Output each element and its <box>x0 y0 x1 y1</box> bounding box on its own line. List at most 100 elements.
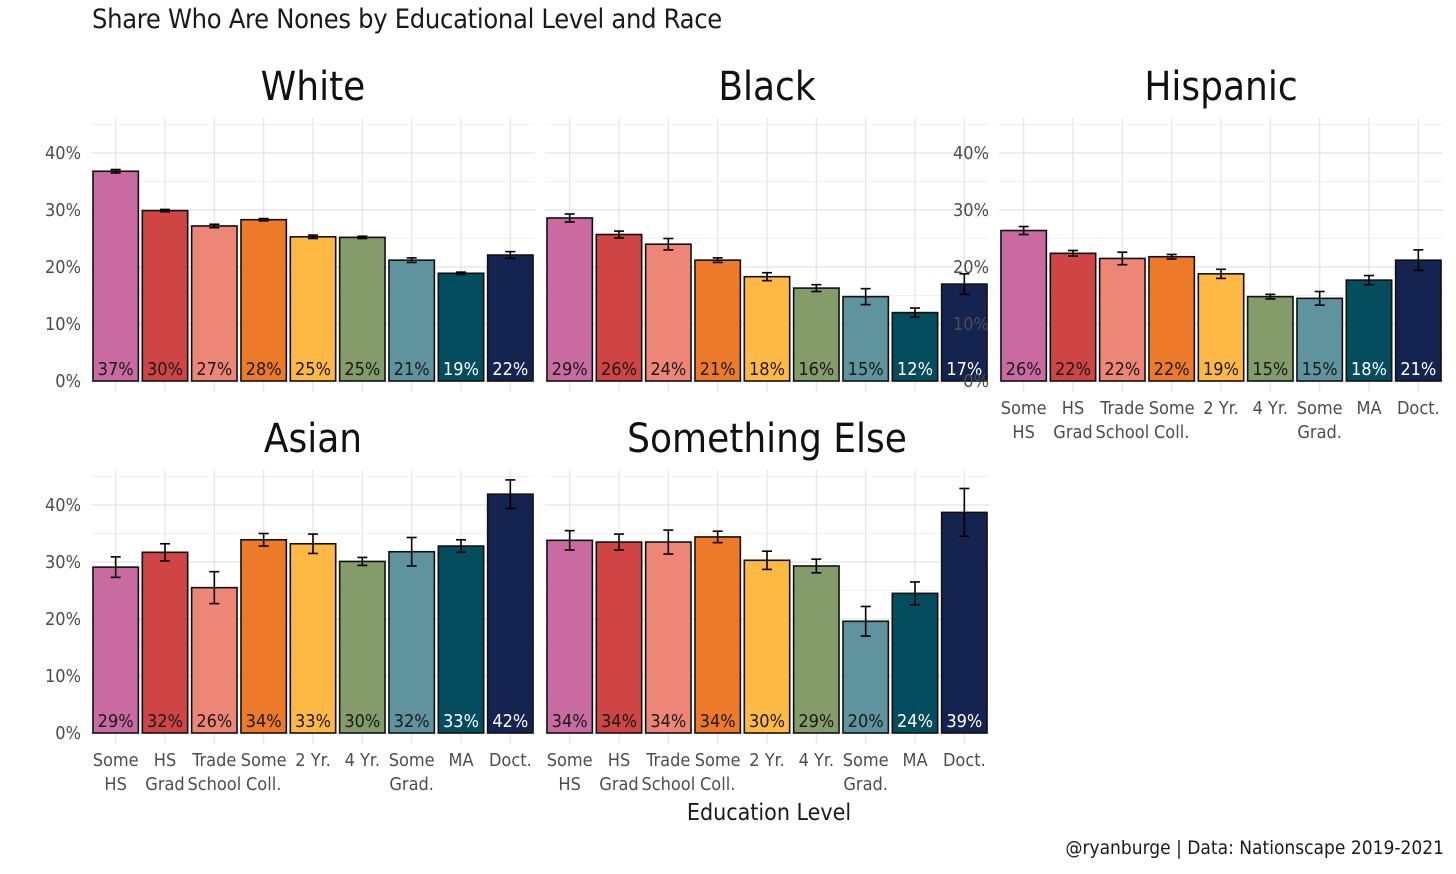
bar-value-label: 26% <box>1006 359 1042 380</box>
x-tick-label: HS Grad <box>1053 398 1092 443</box>
panel-hispanic: Hispanic 0% 10% 20% 30% 40% 26% 22% 22% 22% 19% 15%… <box>953 64 1443 443</box>
y-tick-label: 40% <box>953 143 989 164</box>
bar-value-label: 29% <box>98 711 134 732</box>
x-tick-label: Doct. <box>489 750 532 771</box>
y-tick-label: 30% <box>953 200 989 221</box>
x-tick-label: 2 Yr. <box>749 750 784 771</box>
bar-value-label: 22% <box>1104 359 1140 380</box>
y-tick-label: 0% <box>55 723 81 744</box>
bar <box>1148 255 1196 382</box>
bar <box>486 254 534 382</box>
y-tick-label: 20% <box>45 257 81 278</box>
bar <box>891 592 939 734</box>
bar <box>694 536 742 734</box>
x-tick-label: HS Grad <box>145 750 184 795</box>
x-tick-label: 2 Yr. <box>295 750 330 771</box>
bar <box>388 259 436 382</box>
bar <box>842 295 890 382</box>
x-tick-label: Trade School <box>641 750 695 795</box>
bar-value-label: 19% <box>1203 359 1239 380</box>
bar-value-label: 21% <box>700 359 736 380</box>
bar-value-label: 18% <box>1351 359 1387 380</box>
bar-value-label: 32% <box>394 711 430 732</box>
bar-value-label: 33% <box>443 711 479 732</box>
bar <box>940 511 988 734</box>
bar <box>190 225 238 382</box>
panel-black: Black 29% 26% 24% 21% 18% 16% 15% 12% 17% <box>545 64 989 392</box>
panel-asian: Asian 0% 10% 20% 30% 40% 29% 32% 26% 34% 33% 30% 32%… <box>45 416 535 795</box>
bar <box>338 560 386 734</box>
bar <box>190 586 238 734</box>
bar-value-label: 22% <box>492 359 528 380</box>
bar-value-label: 42% <box>492 711 528 732</box>
bar-value-label: 12% <box>897 359 933 380</box>
y-tick-label: 0% <box>963 371 989 392</box>
x-tick-label: 4 Yr. <box>799 750 834 771</box>
bar-value-label: 15% <box>848 359 884 380</box>
panel-title: Asian <box>264 416 362 462</box>
bar <box>141 551 189 734</box>
bar-value-label: 34% <box>601 711 637 732</box>
bar <box>240 538 288 734</box>
x-tick-label: Some HS <box>1001 398 1047 443</box>
panel-white: White 0% 10% 20% 30% 40% 37% 30% 27% 28% 25% 25% 21%… <box>45 64 535 392</box>
bar <box>1296 297 1344 382</box>
bar <box>595 233 643 382</box>
bar-value-label: 33% <box>295 711 331 732</box>
bar-value-label: 34% <box>650 711 686 732</box>
bar-value-label: 32% <box>147 711 183 732</box>
bar <box>792 287 840 382</box>
bar <box>644 541 692 734</box>
x-tick-label: Some Coll. <box>1149 398 1195 443</box>
panel-title: Black <box>718 64 816 110</box>
bar-value-label: 24% <box>897 711 933 732</box>
x-axis-title: Education Level <box>686 800 852 826</box>
x-tick-label: Some HS <box>547 750 593 795</box>
x-tick-label: Trade School <box>1095 398 1149 443</box>
x-tick-label: Doct. <box>1397 398 1440 419</box>
bar-value-label: 22% <box>1055 359 1091 380</box>
x-tick-label: Some Grad. <box>389 750 435 795</box>
bar-value-label: 34% <box>700 711 736 732</box>
bar <box>289 542 337 734</box>
y-tick-label: 20% <box>953 257 989 278</box>
bar <box>437 272 485 382</box>
x-tick-label: MA <box>1356 398 1381 419</box>
bar <box>694 259 742 382</box>
x-tick-label: Doct. <box>943 750 986 771</box>
x-tick-label: MA <box>902 750 927 771</box>
y-tick-label: 10% <box>45 314 81 335</box>
bar <box>644 243 692 382</box>
bar <box>1246 295 1294 382</box>
y-tick-label: 30% <box>45 552 81 573</box>
panel-title: Hispanic <box>1144 64 1297 110</box>
bar-value-label: 27% <box>196 359 232 380</box>
bar <box>743 559 791 734</box>
bar-value-label: 16% <box>798 359 834 380</box>
x-tick-label: Some Grad. <box>843 750 889 795</box>
y-tick-label: 10% <box>953 314 989 335</box>
bar <box>1049 252 1097 382</box>
y-tick-label: 30% <box>45 200 81 221</box>
bar-value-label: 22% <box>1154 359 1190 380</box>
bar-value-label: 25% <box>344 359 380 380</box>
bar <box>743 275 791 382</box>
x-tick-label: 4 Yr. <box>345 750 380 771</box>
y-tick-label: 10% <box>45 666 81 687</box>
bar-value-label: 37% <box>98 359 134 380</box>
x-tick-label: Trade School <box>187 750 241 795</box>
bar-value-label: 15% <box>1302 359 1338 380</box>
bar <box>388 550 436 734</box>
bar <box>1000 229 1048 382</box>
x-tick-label: MA <box>448 750 473 771</box>
bar <box>437 545 485 734</box>
y-tick-label: 40% <box>45 143 81 164</box>
bar-value-label: 21% <box>394 359 430 380</box>
bar-value-label: 17% <box>946 359 982 380</box>
bar <box>546 539 594 734</box>
y-tick-label: 0% <box>55 371 81 392</box>
x-tick-label: Some Coll. <box>695 750 741 795</box>
y-tick-label: 40% <box>45 495 81 516</box>
bar-value-label: 26% <box>196 711 232 732</box>
